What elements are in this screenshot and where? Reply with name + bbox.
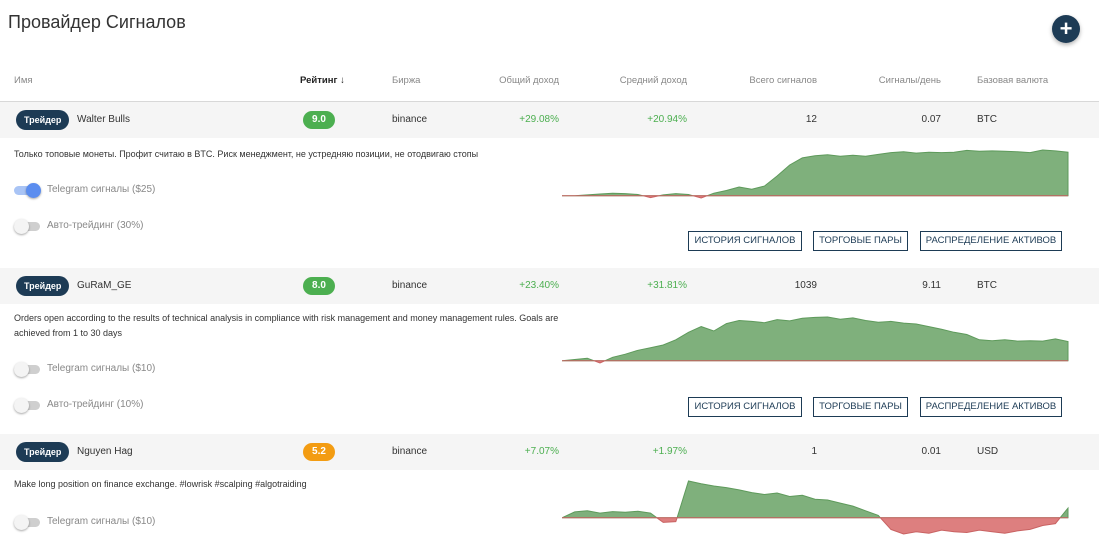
avg-income-value: +31.81% [647,280,687,291]
provider-card: Трейдер Nguyen Hag 5.2 binance +7.07% +1… [0,434,1099,545]
signals-per-day-value: 9.11 [922,280,941,291]
exchange-value: binance [392,280,428,291]
exchange-value: binance [392,114,428,125]
provider-description: Make long position on finance exchange. … [14,479,307,489]
total-signals-value: 1 [811,446,817,457]
provider-name[interactable]: Nguyen Hag [77,446,133,457]
toggle-knob [26,183,41,198]
base-currency-value: USD [977,446,999,457]
telegram-toggle-label: Telegram сигналы ($25) [47,184,156,195]
sort-arrow-icon: ↓ [340,75,345,86]
add-provider-button[interactable]: + [1052,15,1080,43]
base-currency-value: BTC [977,280,997,291]
trading-pairs-button[interactable]: Торговые пары [813,397,908,417]
signals-per-day-value: 0.01 [921,446,941,457]
total-signals-value: 1039 [794,280,817,291]
column-header-avg-income[interactable]: Средний доход [619,75,687,86]
total-income-value: +23.40% [519,280,559,291]
column-header-rating[interactable]: Рейтинг ↓ [300,75,345,86]
column-header-rating-label: Рейтинг [300,75,338,86]
trader-badge: Трейдер [16,276,70,296]
chart-positive-area [562,316,1069,362]
performance-chart [562,480,1069,535]
autotrade-toggle-label: Авто-трейдинг (10%) [47,399,144,410]
chart-positive-area [562,149,1069,197]
performance-chart [562,149,1069,199]
signal-history-button[interactable]: История сигналов [688,397,802,417]
total-income-value: +7.07% [524,446,559,457]
signal-history-button[interactable]: История сигналов [688,231,802,251]
asset-allocation-button[interactable]: Распределение активов [920,231,1062,251]
provider-name[interactable]: Walter Bulls [77,114,130,125]
chart-negative-area [562,360,1068,364]
provider-row[interactable]: Трейдер GuRaM_GE 8.0 binance +23.40% +31… [0,268,1099,304]
toggle-knob [14,398,29,413]
column-header-base-currency[interactable]: Базовая валюта [977,75,1049,86]
telegram-toggle-label: Telegram сигналы ($10) [47,363,156,374]
trader-badge: Трейдер [16,442,70,462]
toggle-knob [14,362,29,377]
exchange-value: binance [392,446,428,457]
provider-card: Трейдер Walter Bulls 9.0 binance +29.08%… [0,102,1099,268]
table-header: Имя Рейтинг ↓ Биржа Общий доход Средний … [0,66,1099,102]
performance-chart [562,316,1069,364]
telegram-toggle-label: Telegram сигналы ($10) [47,516,156,527]
rating-badge: 9.0 [303,111,335,129]
column-header-total-signals[interactable]: Всего сигналов [749,75,817,86]
provider-description: Orders open according to the results of … [14,313,559,338]
asset-allocation-button[interactable]: Распределение активов [920,397,1062,417]
total-signals-value: 12 [805,114,817,125]
chart-positive-area [562,480,1069,519]
rating-badge: 5.2 [303,443,335,461]
toggle-knob [14,219,29,234]
chart-negative-area [562,517,1068,535]
chart-negative-area [562,195,1068,199]
avg-income-value: +1.97% [652,446,687,457]
avg-income-value: +20.94% [647,114,687,125]
toggle-knob [14,515,29,530]
total-income-value: +29.08% [519,114,559,125]
rating-badge: 8.0 [303,277,335,295]
provider-name[interactable]: GuRaM_GE [77,280,132,291]
trader-badge: Трейдер [16,110,70,130]
column-header-total-income[interactable]: Общий доход [499,75,559,86]
provider-card: Трейдер GuRaM_GE 8.0 binance +23.40% +31… [0,268,1099,434]
page-title: Провайдер Сигналов [8,12,186,32]
provider-row[interactable]: Трейдер Nguyen Hag 5.2 binance +7.07% +1… [0,434,1099,470]
column-header-exchange[interactable]: Биржа [392,75,421,86]
autotrade-toggle-label: Авто-трейдинг (30%) [47,220,144,231]
signals-per-day-value: 0.07 [921,114,941,125]
trading-pairs-button[interactable]: Торговые пары [813,231,908,251]
column-header-name[interactable]: Имя [14,75,33,86]
provider-description: Только топовые монеты. Профит считаю в B… [14,149,479,159]
base-currency-value: BTC [977,114,997,125]
column-header-signals-per-day[interactable]: Сигналы/день [878,75,941,86]
provider-row[interactable]: Трейдер Walter Bulls 9.0 binance +29.08%… [0,102,1099,138]
